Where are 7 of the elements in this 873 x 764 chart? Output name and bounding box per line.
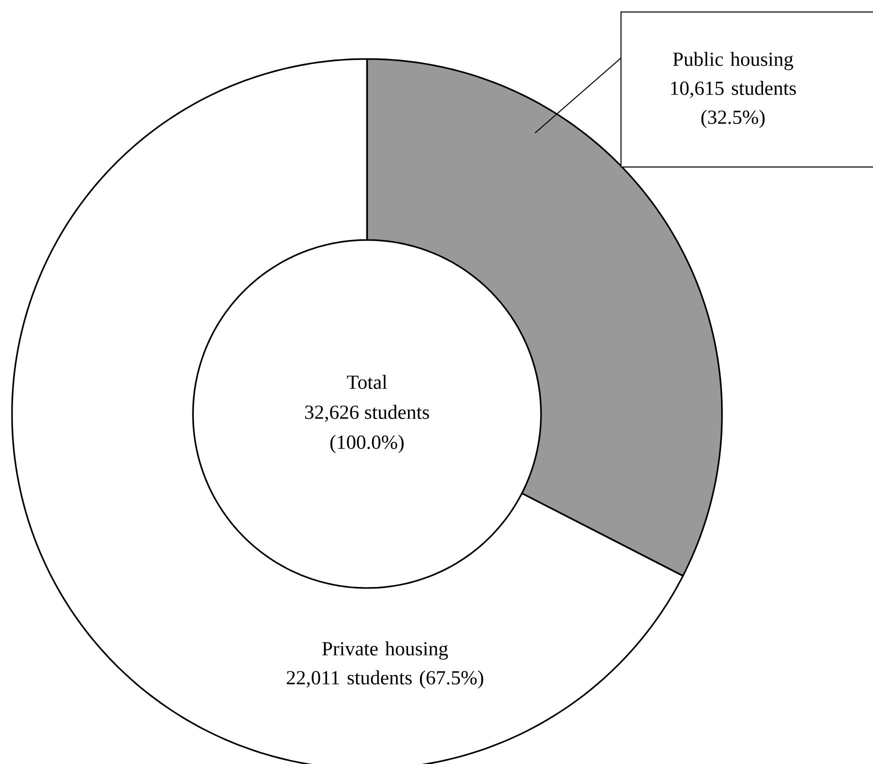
text: 32,626 students [305,404,430,422]
slice-label: Public housing [673,52,794,70]
data-label: 22,011 students (67.5%) [286,670,484,689]
slice-label: Private housing [322,641,448,660]
data-label: 10,615 students (32.5%) [671,80,796,128]
text: Total [346,374,388,389]
text: (100.0%) [330,434,404,454]
